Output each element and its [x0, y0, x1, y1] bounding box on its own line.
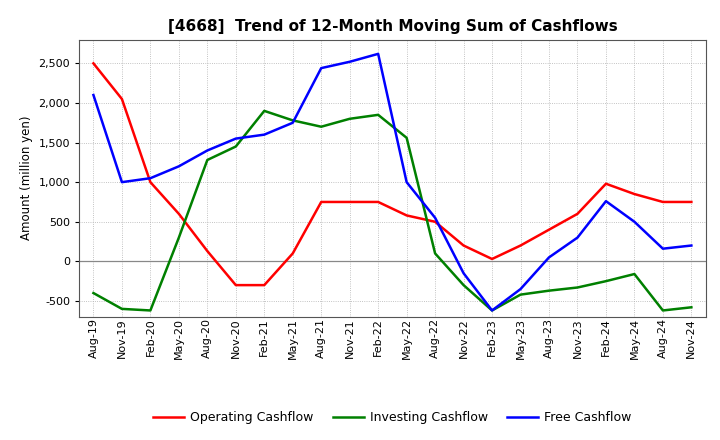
Free Cashflow — [117, 180, 126, 185]
Investing Cashflow — [402, 135, 411, 140]
Free Cashflow — [573, 235, 582, 240]
Operating Cashflow — [402, 213, 411, 218]
Investing Cashflow — [203, 158, 212, 163]
Investing Cashflow — [545, 288, 554, 293]
Operating Cashflow — [659, 199, 667, 205]
Title: [4668]  Trend of 12-Month Moving Sum of Cashflows: [4668] Trend of 12-Month Moving Sum of C… — [168, 19, 617, 34]
Operating Cashflow — [516, 243, 525, 248]
Investing Cashflow — [459, 282, 468, 288]
Investing Cashflow — [89, 290, 98, 296]
Operating Cashflow — [289, 251, 297, 256]
Line: Operating Cashflow: Operating Cashflow — [94, 63, 691, 285]
Operating Cashflow — [146, 180, 155, 185]
Investing Cashflow — [516, 292, 525, 297]
Y-axis label: Amount (million yen): Amount (million yen) — [20, 116, 33, 240]
Operating Cashflow — [487, 257, 496, 262]
Operating Cashflow — [317, 199, 325, 205]
Operating Cashflow — [602, 181, 611, 187]
Operating Cashflow — [459, 243, 468, 248]
Investing Cashflow — [146, 308, 155, 313]
Operating Cashflow — [232, 282, 240, 288]
Operating Cashflow — [89, 61, 98, 66]
Free Cashflow — [431, 215, 439, 220]
Free Cashflow — [687, 243, 696, 248]
Free Cashflow — [346, 59, 354, 64]
Investing Cashflow — [346, 116, 354, 121]
Free Cashflow — [459, 271, 468, 276]
Free Cashflow — [602, 198, 611, 204]
Investing Cashflow — [232, 144, 240, 149]
Operating Cashflow — [117, 96, 126, 102]
Free Cashflow — [516, 286, 525, 292]
Operating Cashflow — [687, 199, 696, 205]
Free Cashflow — [317, 66, 325, 71]
Free Cashflow — [630, 219, 639, 224]
Operating Cashflow — [630, 191, 639, 197]
Line: Investing Cashflow: Investing Cashflow — [94, 111, 691, 311]
Investing Cashflow — [374, 112, 382, 117]
Operating Cashflow — [203, 249, 212, 254]
Free Cashflow — [146, 176, 155, 181]
Free Cashflow — [402, 180, 411, 185]
Investing Cashflow — [174, 235, 183, 240]
Free Cashflow — [174, 164, 183, 169]
Free Cashflow — [374, 51, 382, 56]
Investing Cashflow — [487, 308, 496, 313]
Free Cashflow — [659, 246, 667, 251]
Free Cashflow — [260, 132, 269, 137]
Line: Free Cashflow: Free Cashflow — [94, 54, 691, 311]
Operating Cashflow — [374, 199, 382, 205]
Free Cashflow — [487, 308, 496, 313]
Operating Cashflow — [260, 282, 269, 288]
Operating Cashflow — [174, 211, 183, 216]
Investing Cashflow — [317, 124, 325, 129]
Free Cashflow — [232, 136, 240, 141]
Operating Cashflow — [431, 219, 439, 224]
Free Cashflow — [289, 120, 297, 125]
Legend: Operating Cashflow, Investing Cashflow, Free Cashflow: Operating Cashflow, Investing Cashflow, … — [148, 406, 636, 429]
Operating Cashflow — [545, 227, 554, 232]
Investing Cashflow — [117, 306, 126, 312]
Free Cashflow — [545, 255, 554, 260]
Investing Cashflow — [431, 251, 439, 256]
Investing Cashflow — [602, 279, 611, 284]
Investing Cashflow — [630, 271, 639, 277]
Free Cashflow — [89, 92, 98, 98]
Operating Cashflow — [346, 199, 354, 205]
Free Cashflow — [203, 148, 212, 153]
Investing Cashflow — [687, 304, 696, 310]
Investing Cashflow — [289, 118, 297, 123]
Investing Cashflow — [573, 285, 582, 290]
Investing Cashflow — [260, 108, 269, 114]
Operating Cashflow — [573, 211, 582, 216]
Investing Cashflow — [659, 308, 667, 313]
